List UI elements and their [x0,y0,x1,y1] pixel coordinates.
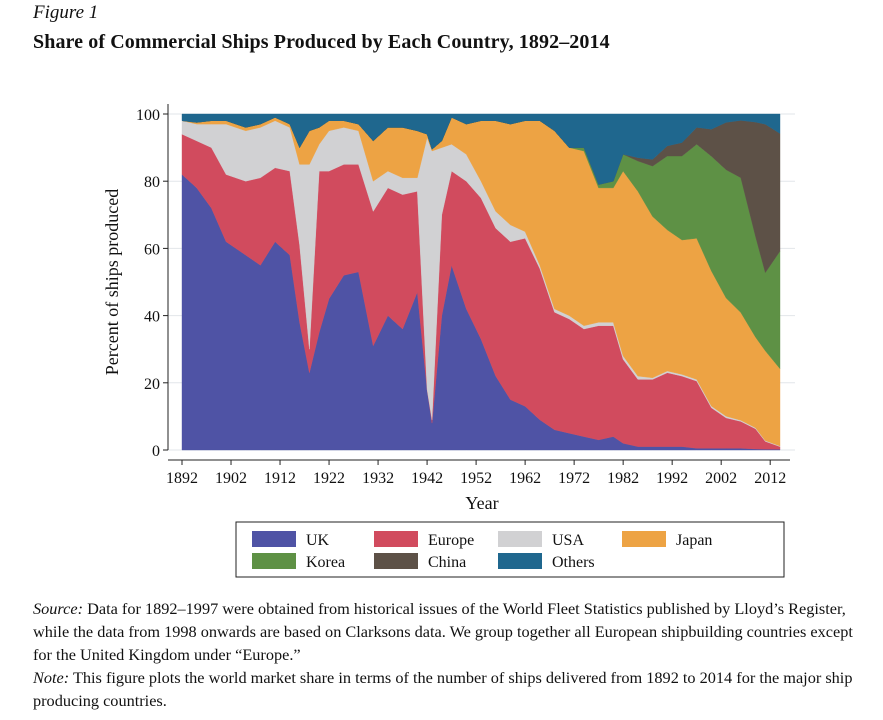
area-others [181,113,781,185]
x-tick-label: 2002 [705,470,737,487]
source-label: Source: [33,599,84,618]
x-tick-label: 1972 [558,470,590,487]
stacked-area-chart: 0 20 40 60 80 100 1892 1902 1912 1922 1932 1942 1952… [102,104,795,578]
note-text: This figure plots the world market share… [33,668,853,710]
x-tick-label: 1902 [215,470,247,487]
figure-title: Share of Commercial Ships Produced by Ea… [33,31,610,53]
y-tick-label: 0 [152,443,160,460]
y-tick-label: 20 [144,376,160,393]
x-tick-label: 1922 [313,470,345,487]
y-tick-label: 80 [144,174,160,191]
legend-swatch-china [374,553,418,569]
legend-label-korea: Korea [306,554,345,571]
legend-swatch-europe [374,531,418,547]
x-tick-label: 1992 [656,470,688,487]
area-series [181,113,781,451]
legend-swatch-others [498,553,542,569]
legend-swatch-korea [252,553,296,569]
x-axis-title: Year [465,493,498,513]
explanatory-note: Note: This figure plots the world market… [33,666,873,712]
x-tick-label: 2012 [754,470,786,487]
y-tick-label: 40 [144,309,160,326]
x-tick-label: 1942 [411,470,443,487]
tick-labels: 0 20 40 60 80 100 1892 1902 1912 1922 1932 1942 1952… [136,107,786,487]
legend-label-others: Others [552,554,595,571]
legend-label-china: China [428,554,466,571]
source-note: Source: Data for 1892–1997 were obtained… [33,597,873,666]
y-axis-title: Percent of ships produced [102,189,122,375]
x-tick-label: 1912 [264,470,296,487]
figure-label: Figure 1 [33,2,99,23]
legend-swatch-japan [622,531,666,547]
legend-label-japan: Japan [676,532,712,549]
x-tick-label: 1932 [362,470,394,487]
x-tick-label: 1952 [460,470,492,487]
x-tick-label: 1982 [607,470,639,487]
figure-notes: Source: Data for 1892–1997 were obtained… [33,597,873,712]
y-tick-label: 100 [136,107,160,124]
legend-swatch-usa [498,531,542,547]
legend-label-europe: Europe [428,532,474,549]
x-tick-label: 1962 [509,470,541,487]
axes [167,104,790,461]
x-tick-label: 1892 [166,470,198,487]
source-text: Data for 1892–1997 were obtained from hi… [33,599,853,664]
legend: UK Europe USA Japan Korea China Others [235,521,785,578]
legend-label-usa: USA [552,532,584,549]
legend-label-uk: UK [306,532,330,549]
legend-swatch-uk [252,531,296,547]
y-tick-label: 60 [144,241,160,258]
note-label: Note: [33,668,70,687]
